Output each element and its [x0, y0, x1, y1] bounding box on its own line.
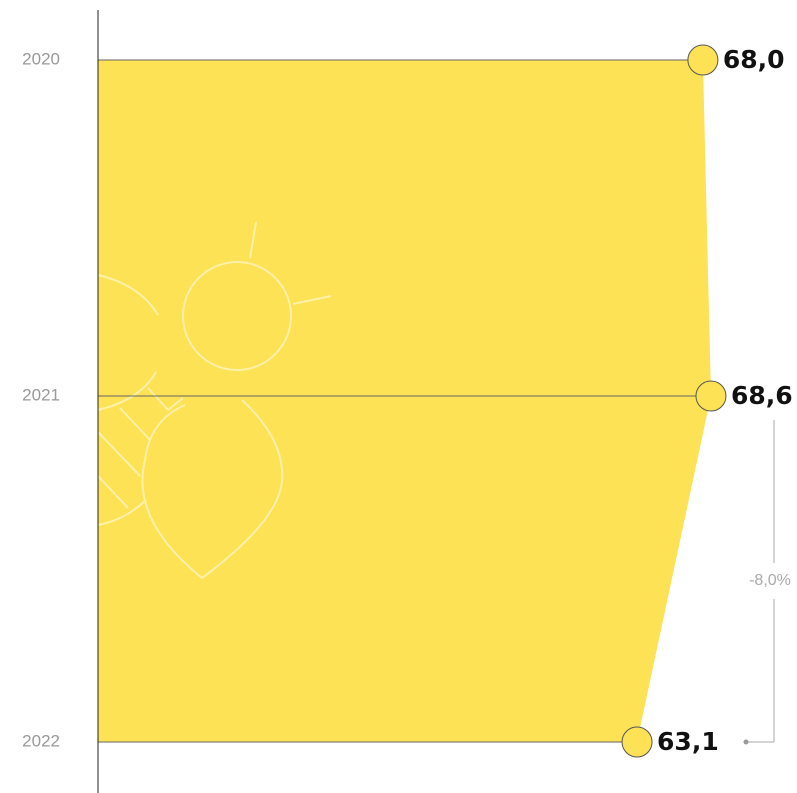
decoration — [97, 221, 332, 580]
point — [695, 380, 727, 412]
value-label: 68,6 — [731, 381, 793, 410]
area — [98, 60, 711, 742]
annotation: -8,0% — [749, 572, 791, 589]
plot — [98, 60, 711, 742]
category-label: 2022 — [22, 731, 60, 750]
annotation-dot — [743, 739, 749, 745]
category-label: 2020 — [22, 49, 60, 68]
category-label: 2021 — [22, 385, 60, 404]
point — [687, 44, 719, 76]
value-label: 63,1 — [657, 727, 719, 756]
overlay: 2020 68,0 2021 68,6 2022 63,1 -8,0% — [22, 10, 793, 793]
value-label: 68,0 — [723, 45, 785, 74]
point — [621, 726, 653, 758]
